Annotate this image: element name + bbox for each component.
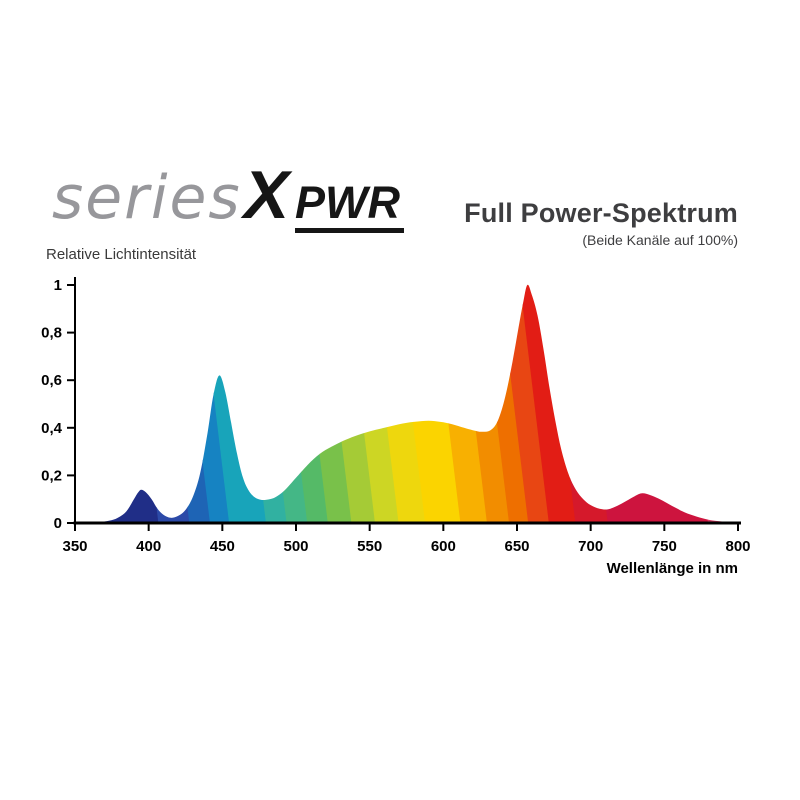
spectrum-band <box>673 284 738 523</box>
x-tick-label: 800 <box>725 538 750 555</box>
y-tick-label: 0,2 <box>41 467 62 484</box>
logo-pwr-text: PWR <box>295 179 405 234</box>
spectrum-band <box>123 284 191 523</box>
spectrum-band <box>154 284 211 523</box>
y-tick-label: 0,8 <box>41 325 62 342</box>
logo-series-text: series <box>52 163 242 233</box>
tick-labels: 350 400 450 500 550 600 650 700 750 800 0 0,2 0,4 0,6… <box>41 277 750 555</box>
chart-title: Full Power-Spektrum <box>464 198 738 228</box>
y-tick-label: 0 <box>54 515 62 532</box>
x-tick-label: 450 <box>210 538 235 555</box>
spectrum-chart: 350 400 450 500 550 600 650 700 750 800 0 0,2 0,4 0,6… <box>41 277 751 555</box>
spectrum-color-bands <box>75 284 738 523</box>
spectrum-band <box>251 284 309 523</box>
x-tick-label: 500 <box>283 538 308 555</box>
y-tick-label: 1 <box>54 277 62 294</box>
y-axis-title: Relative Lichtintensität <box>46 246 197 263</box>
chart-subtitle: (Beide Kanäle auf 100%) <box>582 232 738 248</box>
chart-title-block: Full Power-Spektrum (Beide Kanäle auf 10… <box>464 198 738 248</box>
axes <box>67 277 741 531</box>
x-tick-label: 400 <box>136 538 161 555</box>
x-tick-label: 700 <box>578 538 603 555</box>
spectrum-band <box>514 284 577 523</box>
y-tick-label: 0,4 <box>41 420 63 437</box>
x-tick-label: 350 <box>62 538 87 555</box>
y-tick-label: 0,6 <box>41 372 62 389</box>
x-tick-label: 750 <box>652 538 677 555</box>
x-tick-label: 600 <box>431 538 456 555</box>
x-tick-label: 550 <box>357 538 382 555</box>
x-axis-title: Wellenlänge in nm <box>606 560 738 577</box>
x-tick-label: 650 <box>504 538 529 555</box>
spectrum-band <box>572 284 709 523</box>
logo-x-text: X <box>243 157 290 233</box>
brand-logo: series X PWR <box>52 156 405 234</box>
